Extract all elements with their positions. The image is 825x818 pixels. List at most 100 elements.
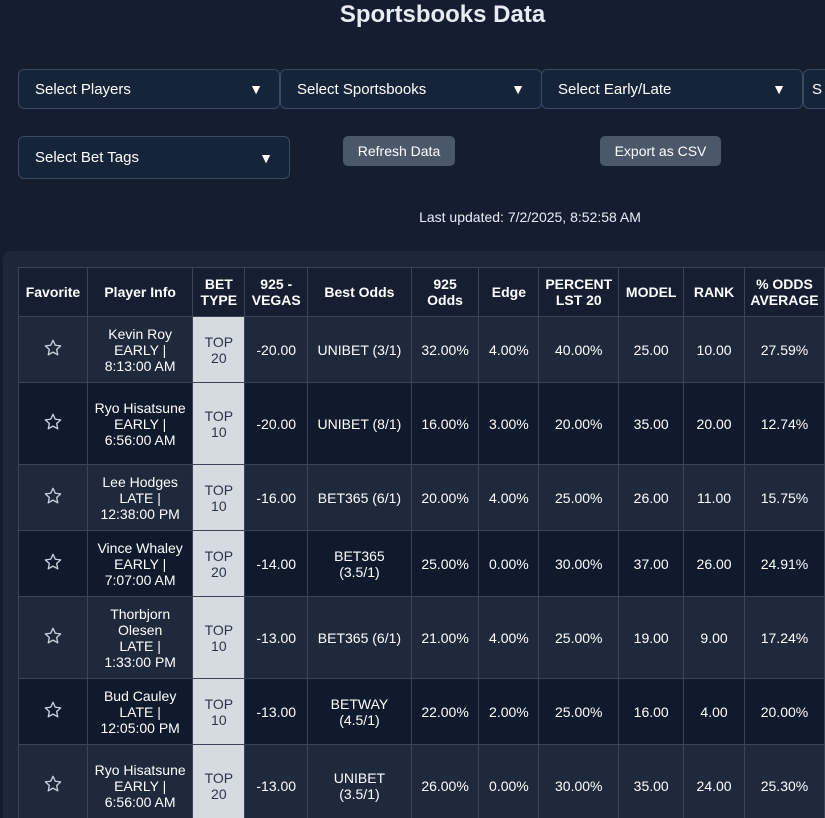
select-sportsbooks-label: Select Sportsbooks (297, 80, 427, 98)
925-odds-cell: 20.00% (410, 464, 480, 531)
player-tee-time: 6:56:00 AM (104, 793, 176, 810)
header-925-odds[interactable]: 925 Odds (410, 267, 480, 317)
table-row: Ryo Hisatsune EARLY | 6:56:00 AM TOP 10 -20.… (18, 382, 825, 465)
header-edge[interactable]: Edge (478, 267, 540, 317)
header-bet-type[interactable]: BET TYPE (192, 267, 246, 317)
header-percent-lst-20[interactable]: PERCENT LST 20 (538, 267, 620, 317)
player-info-cell: Vince Whaley EARLY | 7:07:00 AM (86, 530, 194, 597)
odds-average-cell: 12.74% (743, 382, 825, 465)
odds-average-cell: 27.59% (743, 316, 825, 383)
925-odds-cell: 25.00% (410, 530, 480, 597)
edge-cell: 2.00% (478, 678, 540, 745)
star-outline-icon[interactable] (43, 338, 63, 358)
bet-type-cell: TOP 20 (192, 316, 246, 383)
percent-lst-20-cell: 25.00% (538, 678, 620, 745)
rank-cell: 10.00 (683, 316, 745, 383)
favorite-cell (18, 382, 88, 465)
bet-type-cell: TOP 20 (192, 530, 246, 597)
favorite-cell (18, 464, 88, 531)
select-bet-tags-label: Select Bet Tags (35, 149, 139, 166)
percent-lst-20-cell: 30.00% (538, 744, 620, 818)
player-tee-time: 1:33:00 PM (104, 653, 176, 670)
odds-average-cell: 24.91% (743, 530, 825, 597)
select-early-late-dropdown[interactable]: Select Early/Late ▼ (541, 69, 803, 109)
player-name: Vince Whaley (97, 539, 183, 556)
best-odds-cell: UNIBET (3.5/1) (307, 744, 412, 818)
caret-down-icon: ▼ (772, 81, 786, 97)
player-name: Kevin Roy (108, 325, 173, 342)
bet-type-cell: TOP 10 (192, 464, 246, 531)
star-outline-icon[interactable] (43, 552, 63, 572)
vegas-cell: -13.00 (244, 678, 309, 745)
table-row: Kevin Roy EARLY | 8:13:00 AM TOP 20 -20.00 UN… (18, 316, 825, 383)
percent-lst-20-cell: 30.00% (538, 530, 620, 597)
select-sportsbooks-dropdown[interactable]: Select Sportsbooks ▼ (280, 69, 542, 109)
925-odds-cell: 26.00% (410, 744, 480, 818)
select-partial-dropdown[interactable]: S (803, 69, 825, 109)
header-925-vegas[interactable]: 925 - VEGAS (244, 267, 309, 317)
bet-type-cell: TOP 10 (192, 382, 246, 465)
rank-cell: 20.00 (683, 382, 745, 465)
model-cell: 35.00 (618, 744, 685, 818)
vegas-cell: -16.00 (244, 464, 309, 531)
header-player-info[interactable]: Player Info (86, 267, 194, 317)
star-outline-icon[interactable] (43, 412, 63, 432)
odds-average-cell: 15.75% (743, 464, 825, 531)
select-players-label: Select Players (35, 80, 131, 98)
table-row: Bud Cauley LATE | 12:05:00 PM TOP 10 -13.00 B… (18, 678, 825, 745)
last-updated-text: Last updated: 7/2/2025, 8:52:58 AM (419, 209, 641, 225)
table-body: Kevin Roy EARLY | 8:13:00 AM TOP 20 -20.00 UN… (18, 316, 825, 818)
favorite-cell (18, 678, 88, 745)
best-odds-cell: BET365 (6/1) (307, 464, 412, 531)
header-best-odds[interactable]: Best Odds (307, 267, 412, 317)
export-csv-button[interactable]: Export as CSV (600, 136, 721, 166)
model-cell: 25.00 (618, 316, 685, 383)
header-rank[interactable]: RANK (683, 267, 745, 317)
edge-cell: 3.00% (478, 382, 540, 465)
best-odds-cell: UNIBET (8/1) (307, 382, 412, 465)
player-session: LATE | (119, 703, 161, 720)
rank-cell: 11.00 (683, 464, 745, 531)
player-tee-time: 6:56:00 AM (104, 431, 176, 448)
header-odds-average[interactable]: % ODDS AVERAGE (743, 267, 825, 317)
player-tee-time: 12:05:00 PM (100, 719, 180, 736)
edge-cell: 4.00% (478, 464, 540, 531)
bet-type-cell: TOP 10 (192, 678, 246, 745)
percent-lst-20-cell: 25.00% (538, 596, 620, 679)
odds-average-cell: 25.30% (743, 744, 825, 818)
vegas-cell: -14.00 (244, 530, 309, 597)
player-name: Lee Hodges (102, 473, 178, 490)
player-tee-time: 7:07:00 AM (104, 571, 176, 588)
player-tee-time: 12:38:00 PM (100, 505, 180, 522)
star-outline-icon[interactable] (43, 486, 63, 506)
header-favorite[interactable]: Favorite (18, 267, 88, 317)
925-odds-cell: 16.00% (410, 382, 480, 465)
player-info-cell: Bud Cauley LATE | 12:05:00 PM (86, 678, 194, 745)
star-outline-icon[interactable] (43, 700, 63, 720)
favorite-cell (18, 530, 88, 597)
rank-cell: 9.00 (683, 596, 745, 679)
vegas-cell: -13.00 (244, 596, 309, 679)
star-outline-icon[interactable] (43, 774, 63, 794)
table-row: Lee Hodges LATE | 12:38:00 PM TOP 10 -16.00 B… (18, 464, 825, 531)
player-info-cell: Kevin Roy EARLY | 8:13:00 AM (86, 316, 194, 383)
model-cell: 37.00 (618, 530, 685, 597)
odds-average-cell: 17.24% (743, 596, 825, 679)
select-players-dropdown[interactable]: Select Players ▼ (18, 69, 280, 109)
bet-type-cell: TOP 10 (192, 596, 246, 679)
925-odds-cell: 32.00% (410, 316, 480, 383)
select-bet-tags-dropdown[interactable]: Select Bet Tags ▼ (18, 136, 290, 179)
refresh-data-button[interactable]: Refresh Data (343, 136, 455, 166)
page-title: Sportsbooks Data (339, 1, 546, 28)
star-outline-icon[interactable] (43, 626, 63, 646)
player-session: EARLY | (114, 777, 167, 794)
bet-type-cell: TOP 20 (192, 744, 246, 818)
header-model[interactable]: MODEL (618, 267, 685, 317)
best-odds-cell: BET365 (6/1) (307, 596, 412, 679)
edge-cell: 4.00% (478, 316, 540, 383)
player-name: Ryo Hisatsune (94, 761, 186, 778)
model-cell: 26.00 (618, 464, 685, 531)
edge-cell: 0.00% (478, 744, 540, 818)
925-odds-cell: 21.00% (410, 596, 480, 679)
